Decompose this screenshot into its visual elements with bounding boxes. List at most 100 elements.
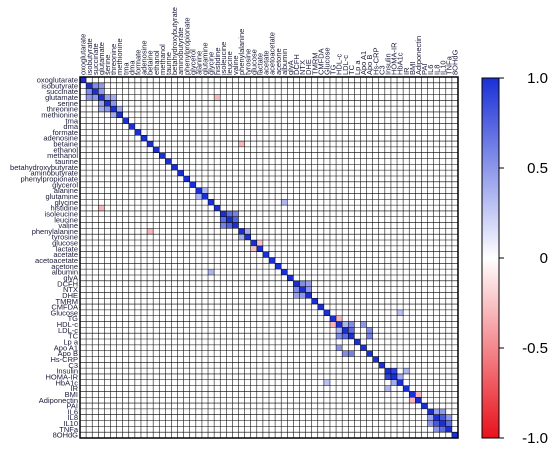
heatmap-cell [208, 187, 215, 194]
heatmap-cell [122, 216, 129, 223]
row-label: glutamate [45, 93, 78, 102]
heatmap-cell [323, 269, 331, 276]
heatmap-cell [220, 187, 227, 194]
heatmap-cell [140, 426, 148, 433]
heatmap-cell [116, 292, 123, 299]
heatmap-cell [354, 309, 361, 316]
heatmap-cell [238, 77, 245, 83]
heatmap-cell [311, 117, 318, 124]
heatmap-cell [214, 146, 221, 153]
heatmap-cell [421, 240, 428, 246]
heatmap-cell [287, 426, 294, 433]
heatmap-cell [348, 141, 355, 147]
heatmap-cell [122, 397, 129, 404]
heatmap-cell [104, 158, 111, 165]
heatmap-cell [177, 88, 184, 95]
heatmap-cell [384, 170, 391, 177]
heatmap-cell [366, 199, 373, 206]
heatmap-cell [342, 106, 349, 112]
heatmap-cell [208, 263, 215, 270]
heatmap-cell [128, 205, 135, 211]
heatmap-cell [439, 327, 446, 334]
heatmap-cell [421, 420, 428, 427]
heatmap-cell [110, 234, 117, 241]
heatmap-cell [372, 234, 379, 241]
heatmap-cell [238, 88, 245, 95]
heatmap-cell [287, 321, 294, 328]
heatmap-cell [86, 245, 93, 252]
heatmap-cell [244, 379, 251, 386]
heatmap-cell [104, 129, 111, 136]
heatmap-cell [342, 403, 349, 409]
heatmap-cell [153, 292, 160, 299]
heatmap-cell [153, 240, 160, 246]
heatmap-cell [183, 356, 190, 363]
heatmap-cell [159, 164, 166, 171]
heatmap-cell [433, 106, 440, 112]
heatmap-cell [390, 245, 398, 252]
heatmap-cell [427, 304, 434, 310]
heatmap-cell [366, 403, 373, 409]
heatmap-cell [159, 309, 166, 316]
heatmap-cell [153, 111, 160, 118]
heatmap-cell [208, 385, 215, 392]
heatmap-cell [244, 397, 251, 404]
heatmap-cell [116, 234, 123, 241]
heatmap-cell [433, 245, 440, 252]
heatmap-cell [329, 327, 337, 334]
heatmap-cell [153, 216, 160, 223]
heatmap-cell [445, 414, 452, 421]
heatmap-cell [348, 187, 355, 194]
heatmap-cell [232, 129, 239, 136]
heatmap-cell [183, 129, 190, 136]
heatmap-cell [421, 181, 428, 188]
heatmap-cell [305, 117, 312, 124]
heatmap-cell [323, 117, 331, 124]
heatmap-cell [177, 158, 184, 165]
heatmap-cell [360, 88, 367, 95]
heatmap-cell [86, 240, 93, 246]
heatmap-cell [214, 298, 221, 305]
heatmap-cell [244, 327, 251, 334]
heatmap-cell [299, 216, 306, 223]
heatmap-cell [226, 356, 233, 363]
heatmap-cell [171, 257, 178, 264]
heatmap-cell [348, 146, 355, 153]
heatmap-cell [92, 350, 99, 357]
heatmap-cell [287, 175, 294, 182]
heatmap-cell [421, 88, 428, 95]
heatmap-cell [427, 391, 434, 398]
heatmap-cell [177, 362, 184, 369]
heatmap-cell [177, 187, 184, 194]
heatmap-cell [86, 269, 93, 276]
heatmap-cells [80, 77, 459, 439]
heatmap-cell [348, 432, 355, 439]
heatmap-cell [214, 106, 221, 112]
heatmap-cell [92, 170, 99, 177]
heatmap-cell [372, 135, 379, 142]
heatmap-cell [140, 170, 148, 177]
heatmap-cell [134, 117, 142, 124]
heatmap-cell [390, 141, 398, 147]
heatmap-cell [110, 286, 117, 293]
heatmap-cell [390, 304, 398, 310]
heatmap-cell [110, 397, 117, 404]
heatmap-cell [360, 187, 367, 194]
heatmap-cell [427, 94, 434, 101]
heatmap-cell [244, 321, 251, 328]
heatmap-cell [397, 309, 404, 316]
heatmap-cell [366, 298, 373, 305]
heatmap-cell [80, 88, 87, 95]
heatmap-cell [128, 210, 135, 217]
heatmap-cell [390, 385, 398, 392]
heatmap-cell [80, 269, 87, 276]
heatmap-cell [275, 350, 282, 357]
heatmap-cell [238, 228, 245, 235]
heatmap-cell [421, 373, 428, 380]
heatmap-cell [195, 187, 202, 194]
heatmap-cell [238, 420, 245, 427]
heatmap-cell [128, 251, 135, 258]
heatmap-cell [397, 234, 404, 241]
heatmap-cell [159, 391, 166, 398]
heatmap-cell [366, 100, 373, 107]
